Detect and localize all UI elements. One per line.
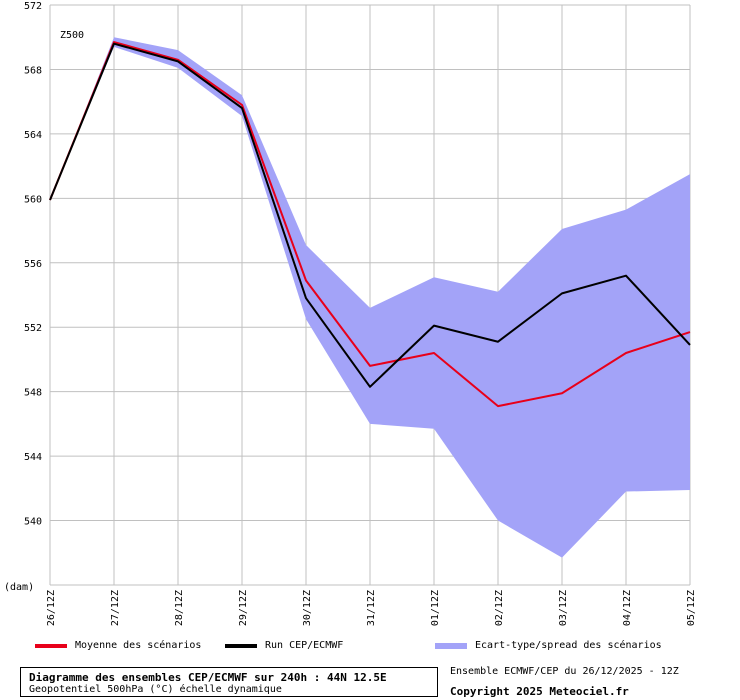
- x-tick-label-7: 02/12Z: [494, 590, 505, 626]
- x-axis-ticks: 26/12Z 27/12Z 28/12Z 29/12Z 30/12Z 31/12Z 01/1…: [46, 590, 697, 626]
- x-tick-label-0: 26/12Z: [46, 590, 57, 626]
- ensemble-run-label: Ensemble ECMWF/CEP du 26/12/2025 - 12Z: [450, 666, 679, 677]
- x-tick-label-8: 03/12Z: [558, 590, 569, 626]
- info-box: Diagramme des ensembles CEP/ECMWF sur 24…: [20, 667, 438, 697]
- x-tick-label-4: 30/12Z: [302, 590, 313, 626]
- x-tick-label-5: 31/12Z: [366, 590, 377, 626]
- legend-label-spread: Ecart-type/spread des scénarios: [475, 640, 662, 651]
- y-tick-label-1: 540: [24, 517, 42, 528]
- y-tick-label-3: 548: [24, 388, 42, 399]
- x-tick-label-9: 04/12Z: [622, 590, 633, 626]
- copyright-label: Copyright 2025 Meteociel.fr: [450, 685, 629, 698]
- chart-annotation-z500: Z500: [60, 30, 84, 41]
- legend-swatch-run: [225, 643, 257, 648]
- spread-band-layer: [50, 37, 690, 558]
- series-lines-layer: [49, 41, 691, 408]
- y-axis-unit-label: (dam): [4, 582, 34, 593]
- y-tick-label-7: 564: [24, 130, 42, 141]
- info-subtitle: Geopotentiel 500hPa (°C) échelle dynamiq…: [29, 684, 282, 695]
- legend-item-run: Run CEP/ECMWF: [225, 640, 343, 651]
- y-tick-label-9: 572: [24, 1, 42, 12]
- x-tick-label-10: 05/12Z: [686, 590, 697, 626]
- x-tick-label-1: 27/12Z: [110, 590, 121, 626]
- y-tick-label-5: 556: [24, 259, 42, 270]
- y-tick-label-4: 552: [24, 323, 42, 334]
- y-tick-label-6: 560: [24, 194, 42, 205]
- legend-swatch-mean: [35, 643, 67, 648]
- y-tick-label-8: 568: [24, 65, 42, 76]
- legend-label-mean: Moyenne des scénarios: [75, 640, 202, 651]
- legend-item-mean: Moyenne des scénarios: [35, 640, 201, 651]
- legend-item-spread: Ecart-type/spread des scénarios: [435, 640, 662, 651]
- x-tick-label-2: 28/12Z: [174, 590, 185, 626]
- info-title: Diagramme des ensembles CEP/ECMWF sur 24…: [29, 671, 387, 684]
- y-tick-label-2: 544: [24, 452, 42, 463]
- spread-band: [50, 37, 690, 558]
- x-tick-label-3: 29/12Z: [238, 590, 249, 626]
- legend-label-run: Run CEP/ECMWF: [265, 640, 344, 651]
- series-line-run: [49, 42, 691, 388]
- x-tick-label-6: 01/12Z: [430, 590, 441, 626]
- y-axis-ticks: 540 544 548 552 556 560 564 568 572: [24, 1, 42, 528]
- series-line-mean: [49, 41, 691, 408]
- legend-swatch-spread: [435, 642, 467, 649]
